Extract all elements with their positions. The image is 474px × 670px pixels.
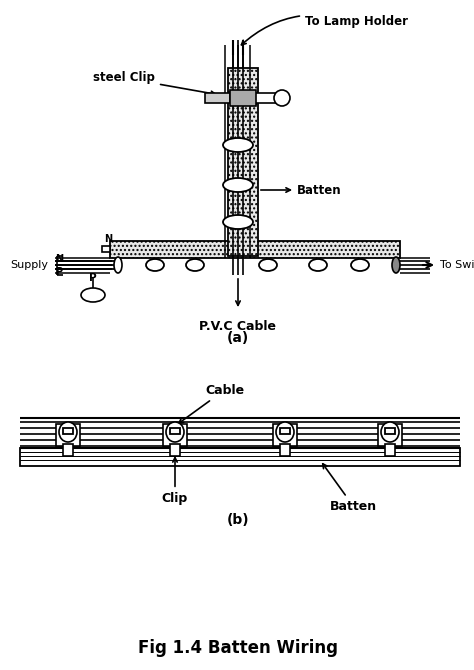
Text: To Switch: To Switch bbox=[440, 260, 474, 270]
Text: Cable: Cable bbox=[179, 383, 244, 423]
Bar bbox=[273, 424, 297, 446]
Ellipse shape bbox=[59, 422, 77, 442]
Text: (b): (b) bbox=[227, 513, 249, 527]
Bar bbox=[280, 444, 290, 456]
Text: (a): (a) bbox=[227, 331, 249, 345]
Text: steel Clip: steel Clip bbox=[93, 72, 215, 96]
Text: Batten: Batten bbox=[323, 464, 377, 513]
Ellipse shape bbox=[146, 259, 164, 271]
Ellipse shape bbox=[274, 90, 290, 106]
Bar bbox=[102, 246, 110, 252]
Bar bbox=[205, 93, 230, 103]
Bar bbox=[228, 68, 258, 256]
Text: Batten: Batten bbox=[297, 184, 342, 196]
Bar bbox=[170, 444, 180, 456]
Text: Supply: Supply bbox=[10, 260, 48, 270]
Bar bbox=[280, 428, 290, 434]
Text: To Lamp Holder: To Lamp Holder bbox=[241, 15, 408, 45]
Bar bbox=[20, 448, 460, 466]
Text: P: P bbox=[55, 267, 62, 277]
Ellipse shape bbox=[392, 257, 400, 273]
Bar bbox=[378, 424, 402, 446]
Bar bbox=[63, 428, 73, 434]
Bar bbox=[170, 428, 180, 434]
Ellipse shape bbox=[186, 259, 204, 271]
Bar bbox=[251, 93, 276, 103]
Text: Clip: Clip bbox=[162, 458, 188, 505]
Bar bbox=[110, 241, 400, 258]
Text: Fig 1.4 Batten Wiring: Fig 1.4 Batten Wiring bbox=[138, 639, 338, 657]
Bar bbox=[230, 90, 256, 106]
Bar bbox=[385, 444, 395, 456]
Text: N: N bbox=[104, 234, 112, 244]
Text: N: N bbox=[55, 254, 63, 264]
Text: P: P bbox=[89, 273, 97, 283]
Ellipse shape bbox=[114, 257, 122, 273]
Ellipse shape bbox=[381, 422, 399, 442]
Ellipse shape bbox=[259, 259, 277, 271]
Ellipse shape bbox=[223, 138, 253, 152]
Ellipse shape bbox=[309, 259, 327, 271]
Bar bbox=[56, 424, 80, 446]
Bar bbox=[385, 428, 395, 434]
Bar bbox=[163, 424, 187, 446]
Text: P.V.C Cable: P.V.C Cable bbox=[200, 320, 276, 333]
Bar bbox=[63, 444, 73, 456]
Ellipse shape bbox=[223, 178, 253, 192]
Ellipse shape bbox=[81, 288, 105, 302]
Ellipse shape bbox=[223, 215, 253, 229]
Ellipse shape bbox=[276, 422, 294, 442]
Ellipse shape bbox=[351, 259, 369, 271]
Ellipse shape bbox=[166, 422, 184, 442]
